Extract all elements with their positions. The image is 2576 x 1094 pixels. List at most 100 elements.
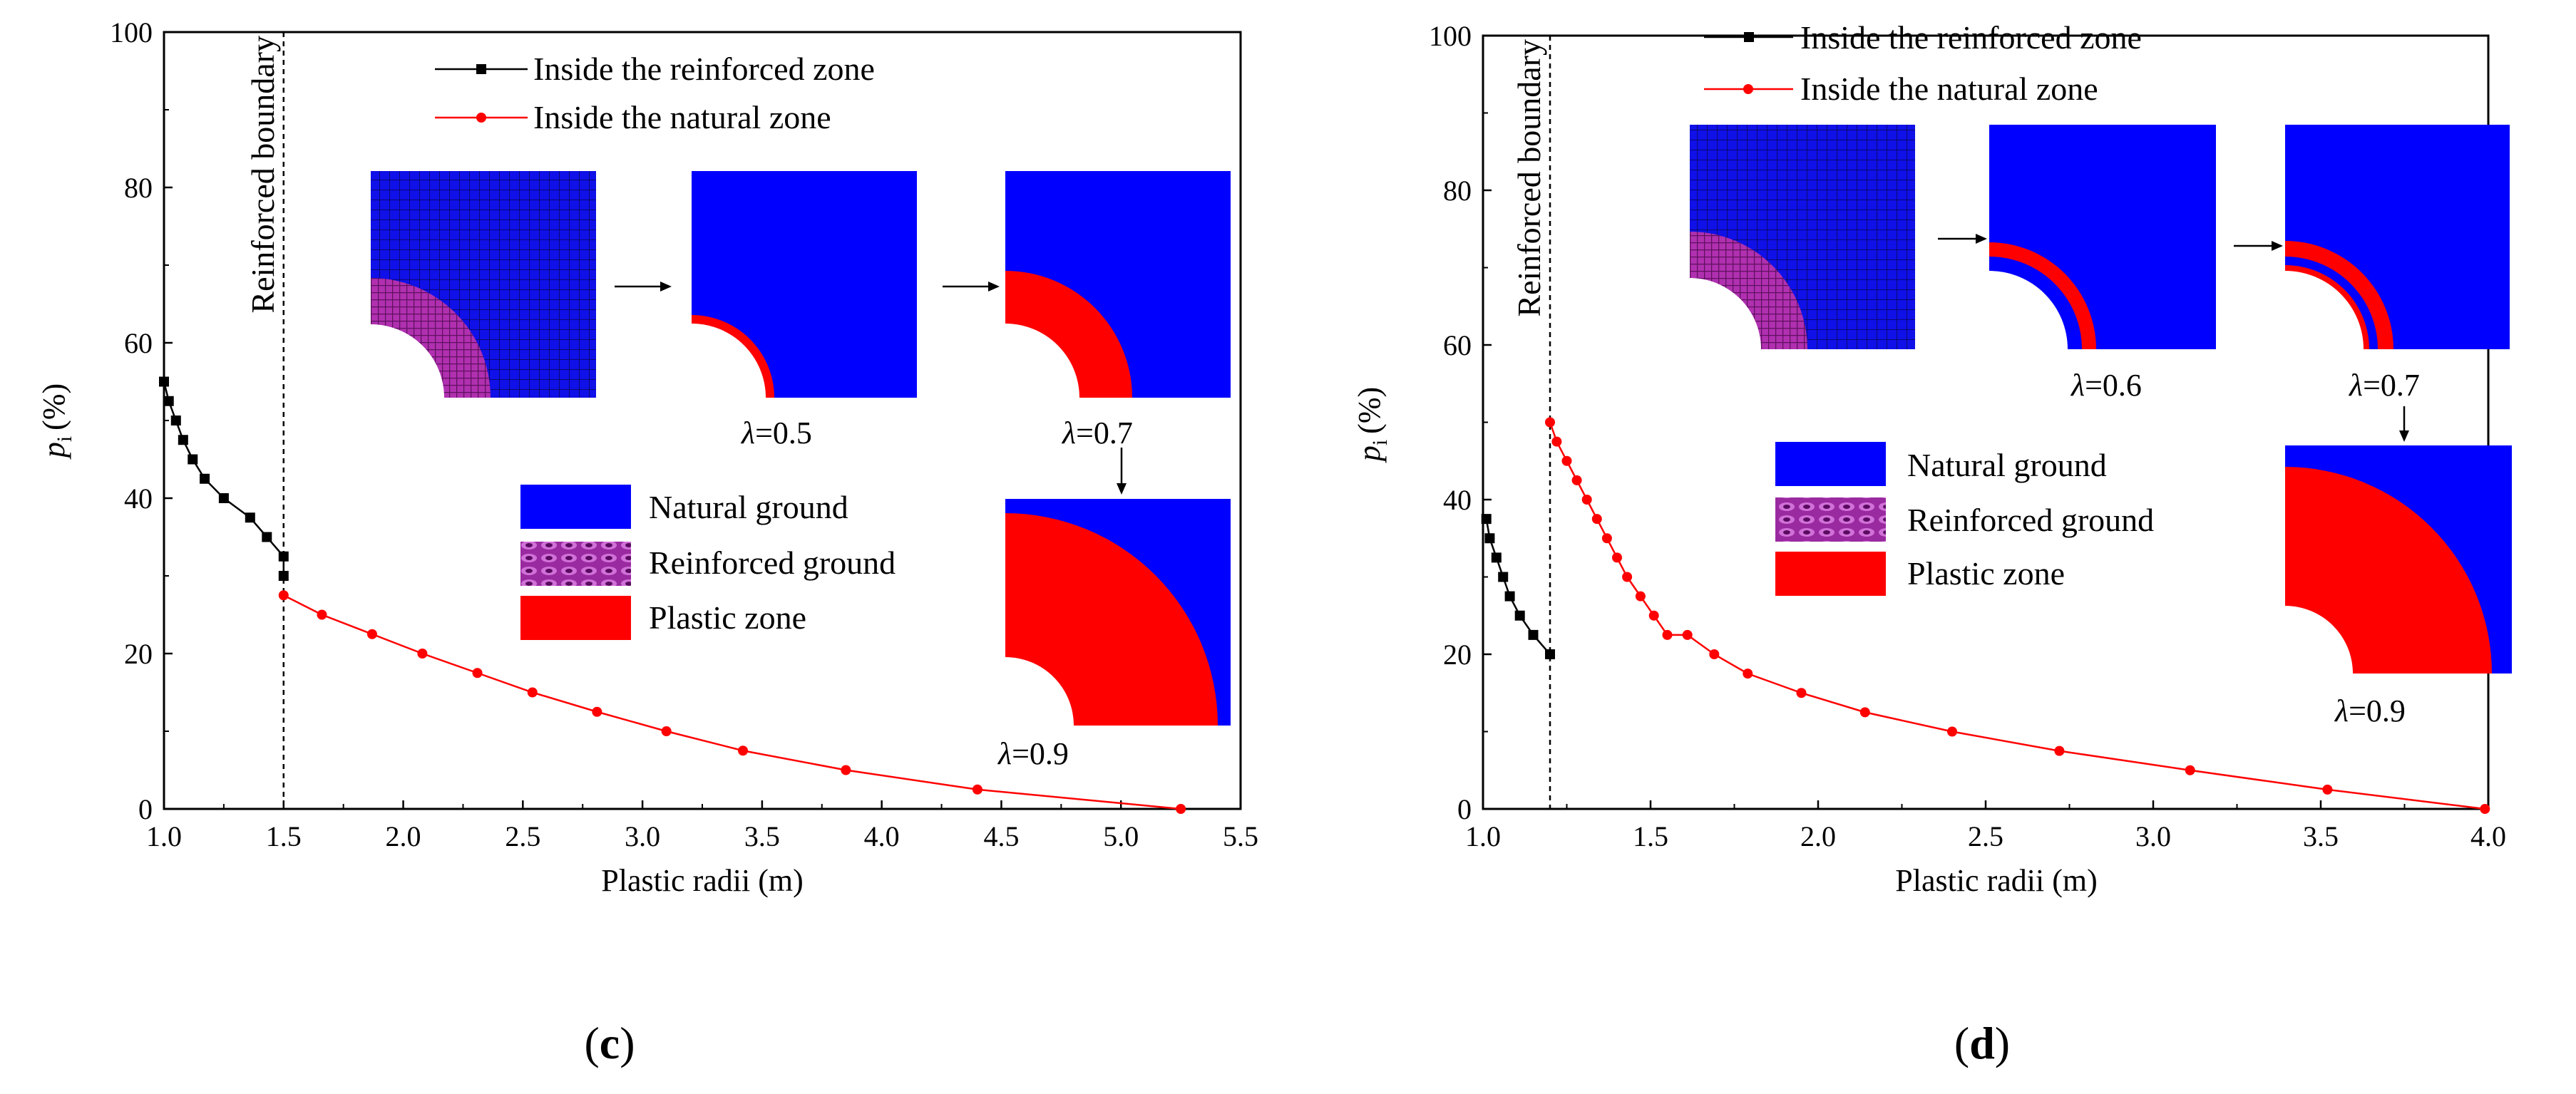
data-point-d-1-9 [1635, 591, 1646, 602]
series-line-c-0 [163, 381, 285, 576]
data-point-c-0-4 [188, 454, 198, 465]
inset-lambda-06-d: λ=0.6 [1989, 125, 2216, 403]
data-point-c-1-11 [1176, 804, 1186, 814]
x-tick-label-d-1: 1.5 [1633, 820, 1668, 852]
inset-mesh-d [1690, 125, 1915, 349]
zone-label-natural-d: Natural ground [1907, 447, 2107, 483]
y-tick-label-d-2: 40 [1443, 484, 1472, 516]
data-point-d-0-4 [1504, 591, 1515, 602]
data-point-d-1-10 [1648, 610, 1659, 621]
y-label-sub-d: i [1368, 440, 1392, 445]
data-point-d-1-18 [2054, 745, 2065, 756]
y-tick-label-d-0: 0 [1457, 793, 1472, 825]
y-tick-label-c-4: 80 [124, 172, 153, 204]
y-tick-label-c-3: 60 [124, 327, 153, 359]
x-tick-label-c-7: 4.5 [983, 820, 1019, 852]
zone-label-natural-c: Natural ground [649, 489, 848, 525]
panel-c: 1.0 1.5 2.0 2.5 3.0 3.5 4.0 4.5 5.0 5.5 0 20 40 60 80… [36, 16, 1258, 1068]
x-tick-label-c-5: 3.5 [744, 820, 780, 852]
y-axis-label-c: pi (%) [36, 383, 76, 460]
y-tick-label-c-5: 100 [110, 16, 153, 48]
x-axis-label-d: Plastic radii (m) [1895, 863, 2098, 898]
data-point-d-0-2 [1491, 552, 1502, 563]
data-point-d-0-1 [1484, 533, 1495, 544]
arrow-1-d [1938, 234, 1987, 244]
series-group-d [1481, 417, 2490, 814]
data-point-d-1-8 [1622, 572, 1633, 582]
data-point-c-1-2 [366, 629, 377, 639]
data-point-c-1-1 [317, 609, 327, 620]
y-label-unit-d: (%) [1352, 387, 1387, 434]
inset-label-lambda-09-d: λ=0.9 [2334, 693, 2406, 728]
series-legend-c: Inside the reinforced zone Inside the na… [435, 51, 875, 135]
y-tick-label-c-1: 20 [124, 638, 153, 670]
data-point-d-0-3 [1498, 572, 1509, 582]
zone-swatch-plastic-d [1775, 552, 1886, 596]
data-point-c-1-8 [738, 745, 749, 756]
panel-caption-d: (d) [1954, 1018, 2010, 1068]
x-tick-label-d-6: 4.0 [2470, 820, 2506, 852]
inset-label-lambda-09-c: λ=0.9 [997, 736, 1069, 771]
x-tick-label-c-3: 2.5 [505, 820, 540, 852]
data-point-d-1-0 [1545, 417, 1555, 428]
data-point-c-1-6 [592, 706, 602, 717]
x-tick-label-d-3: 2.5 [1968, 820, 2003, 852]
data-point-d-1-4 [1581, 495, 1592, 505]
inset-lambda-09-c: λ=0.9 [997, 499, 1231, 771]
x-tick-label-c-8: 5.0 [1103, 820, 1139, 852]
zone-swatch-reinforced-d [1775, 497, 1886, 542]
y-axis-label-d: pi (%) [1352, 387, 1392, 463]
data-point-c-0-1 [163, 396, 174, 406]
data-point-c-0-0 [159, 376, 169, 387]
data-point-d-1-11 [1662, 629, 1673, 640]
x-tick-label-c-4: 3.0 [625, 820, 660, 852]
data-point-d-1-17 [1947, 726, 1957, 737]
data-point-d-1-13 [1709, 649, 1720, 659]
series-legend-d: Inside the reinforced zone Inside the na… [1704, 19, 2142, 107]
y-axis-ticks-d: 0 20 40 60 80 100 [1429, 20, 1492, 825]
reinforced-boundary-label-d: Reinforced boundary [1511, 39, 1547, 317]
data-point-d-1-15 [1796, 688, 1807, 698]
inset-lambda-07-c: λ=0.7 [1005, 171, 1231, 450]
x-axis-ticks-c: 1.0 1.5 2.0 2.5 3.0 3.5 4.0 4.5 5.0 5.5 [146, 800, 1258, 852]
data-point-d-1-6 [1601, 533, 1612, 544]
inset-label-lambda-05-c: λ=0.5 [740, 416, 812, 450]
legend-label-natural-d: Inside the natural zone [1800, 71, 2098, 107]
data-point-c-0-3 [178, 435, 188, 445]
series-line-c-1 [283, 594, 1181, 810]
zone-label-reinforced-d: Reinforced ground [1907, 502, 2154, 538]
data-point-d-1-3 [1571, 475, 1582, 485]
data-point-d-1-1 [1551, 436, 1562, 447]
data-point-d-1-7 [1612, 552, 1622, 563]
arrow-down-c [1117, 448, 1127, 495]
panel-d: 1.0 1.5 2.0 2.5 3.0 3.5 4.0 0 20 40 60 80 100 Plast… [1352, 19, 2512, 1068]
x-axis-label-c: Plastic radii (m) [601, 863, 804, 898]
data-point-d-1-16 [1859, 707, 1870, 718]
axes-c: 1.0 1.5 2.0 2.5 3.0 3.5 4.0 4.5 5.0 5.5 0 20 40 60 80… [36, 16, 1258, 898]
zone-swatch-natural-d [1775, 442, 1886, 486]
x-tick-label-d-4: 3.0 [2135, 820, 2171, 852]
data-point-d-1-2 [1561, 455, 1572, 466]
x-tick-label-d-5: 3.5 [2303, 820, 2339, 852]
y-tick-label-d-3: 60 [1443, 329, 1472, 361]
inset-lambda-07-d: λ=0.7 [2285, 125, 2510, 403]
data-point-d-1-19 [2185, 765, 2195, 775]
data-point-d-0-0 [1481, 514, 1492, 525]
reinforced-boundary-label-c: Reinforced boundary [245, 36, 281, 314]
data-point-c-1-10 [972, 784, 982, 795]
legend-label-natural-c: Inside the natural zone [533, 99, 831, 135]
legend-marker-reinforced-c [476, 64, 486, 74]
x-tick-label-c-1: 1.5 [266, 820, 302, 852]
legend-label-reinforced-d: Inside the reinforced zone [1800, 19, 2142, 56]
x-tick-label-c-0: 1.0 [146, 820, 182, 852]
inset-mesh-c [371, 171, 596, 398]
legend-marker-natural-c [476, 113, 486, 123]
data-point-d-1-12 [1682, 629, 1693, 640]
zone-label-plastic-c: Plastic zone [649, 599, 806, 636]
inset-label-lambda-06-d: λ=0.6 [2070, 368, 2142, 403]
svg-text:pi(%): pi (%) [1352, 387, 1392, 463]
zone-legend-d: Natural ground Reinforced ground Plastic… [1775, 442, 2154, 596]
data-point-c-0-7 [245, 512, 255, 523]
y-label-unit-c: (%) [36, 383, 71, 430]
